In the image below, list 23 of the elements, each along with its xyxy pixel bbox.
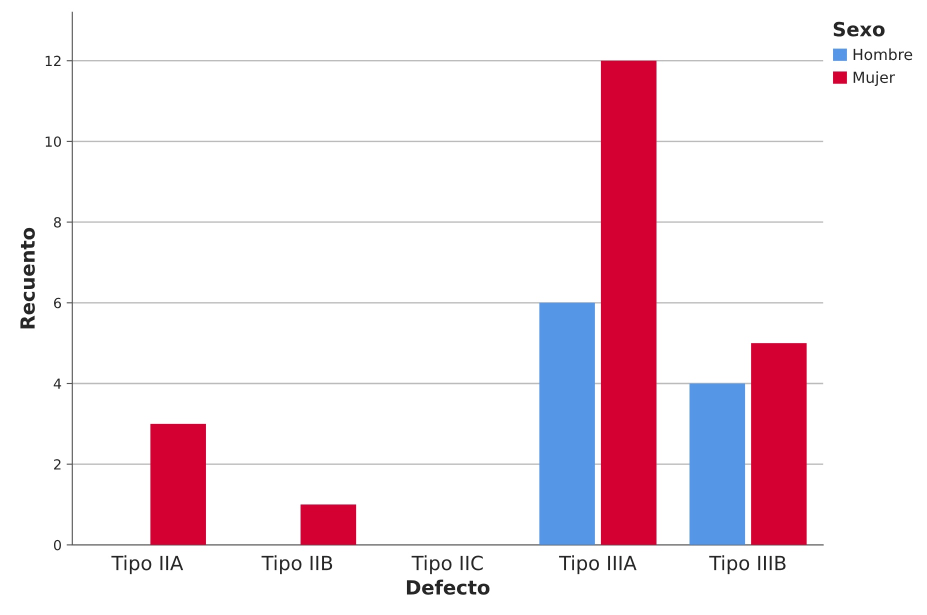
bar (600, 60, 656, 545)
x-tick-label: Tipo IIIB (709, 555, 786, 574)
legend-title: Sexo (834, 22, 885, 37)
x-tick-label: Tipo IIA (111, 555, 184, 574)
x-tick-label: Tipo IIB (262, 555, 332, 574)
bar (751, 343, 807, 545)
x-tick-label: Tipo IIC (412, 555, 483, 574)
y-tick-label: 8 (54, 217, 61, 228)
y-tick-label: 2 (54, 459, 60, 470)
bar (150, 424, 206, 545)
legend-label: Mujer (854, 71, 895, 86)
bar (300, 504, 356, 545)
y-tick-label: 6 (54, 298, 62, 308)
x-axis-title: Defecto (406, 580, 490, 595)
legend-label: Hombre (854, 48, 912, 60)
y-axis-title: Recuento (20, 228, 35, 328)
y-tick-label: 4 (54, 378, 62, 389)
x-tick-label: Tipo IIIA (559, 555, 637, 574)
bar (539, 302, 595, 545)
bar (690, 384, 746, 545)
y-tick-label: 0 (54, 540, 61, 550)
y-tick-label: 10 (46, 136, 61, 147)
y-tick-label: 12 (46, 56, 60, 66)
